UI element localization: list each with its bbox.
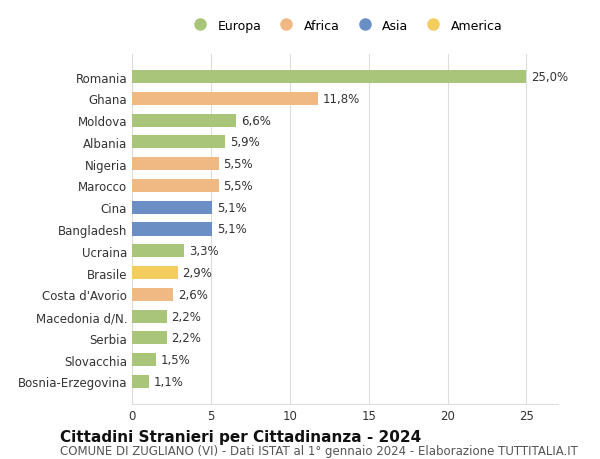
Text: Cittadini Stranieri per Cittadinanza - 2024: Cittadini Stranieri per Cittadinanza - 2…	[60, 429, 421, 444]
Text: 2,2%: 2,2%	[172, 310, 202, 323]
Bar	[132, 245, 184, 258]
Bar	[132, 331, 167, 345]
Bar	[132, 288, 173, 301]
Bar	[132, 375, 149, 388]
Bar	[132, 158, 219, 171]
Bar	[132, 266, 178, 280]
Bar	[132, 201, 212, 214]
Text: 5,9%: 5,9%	[230, 136, 260, 149]
Legend: Europa, Africa, Asia, America: Europa, Africa, Asia, America	[184, 16, 506, 36]
Text: 3,3%: 3,3%	[189, 245, 218, 257]
Text: 5,1%: 5,1%	[217, 202, 247, 214]
Text: 11,8%: 11,8%	[323, 93, 360, 106]
Text: 5,5%: 5,5%	[224, 158, 253, 171]
Text: 1,1%: 1,1%	[154, 375, 184, 388]
Bar	[132, 179, 219, 193]
Bar	[132, 114, 236, 128]
Text: 2,2%: 2,2%	[172, 331, 202, 345]
Bar	[132, 353, 155, 366]
Bar	[132, 71, 526, 84]
Text: 5,5%: 5,5%	[224, 179, 253, 192]
Text: 2,9%: 2,9%	[182, 267, 212, 280]
Text: 25,0%: 25,0%	[531, 71, 568, 84]
Bar	[132, 136, 225, 149]
Text: 1,5%: 1,5%	[160, 353, 190, 366]
Bar	[132, 223, 212, 236]
Text: 2,6%: 2,6%	[178, 288, 208, 301]
Bar	[132, 310, 167, 323]
Text: 6,6%: 6,6%	[241, 114, 271, 128]
Bar	[132, 93, 318, 106]
Text: COMUNE DI ZUGLIANO (VI) - Dati ISTAT al 1° gennaio 2024 - Elaborazione TUTTITALI: COMUNE DI ZUGLIANO (VI) - Dati ISTAT al …	[60, 444, 578, 458]
Text: 5,1%: 5,1%	[217, 223, 247, 236]
